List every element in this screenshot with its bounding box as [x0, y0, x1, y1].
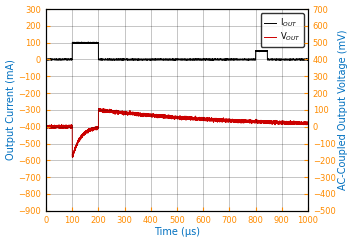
I$_{OUT}$: [223, 59, 227, 61]
I$_{OUT}$: [178, 58, 182, 61]
I$_{OUT}$: [58, 58, 62, 61]
I$_{OUT}$: [203, 58, 207, 61]
V$_{OUT}$: [44, 124, 48, 127]
I$_{OUT}$: [44, 58, 48, 61]
V$_{OUT}$: [83, 132, 87, 135]
V$_{OUT}$: [182, 116, 186, 119]
V$_{OUT}$: [203, 117, 207, 120]
V$_{OUT}$: [306, 122, 310, 124]
Y-axis label: Output Current (mA): Output Current (mA): [6, 60, 16, 160]
Legend: I$_{OUT}$, V$_{OUT}$: I$_{OUT}$, V$_{OUT}$: [261, 13, 304, 47]
V$_{OUT}$: [70, 156, 75, 159]
X-axis label: Time (μs): Time (μs): [154, 227, 200, 237]
I$_{OUT}$: [306, 58, 310, 61]
V$_{OUT}$: [97, 107, 101, 110]
Line: I$_{OUT}$: I$_{OUT}$: [46, 42, 308, 60]
I$_{OUT}$: [112, 58, 116, 61]
Y-axis label: AC-Coupled Output Voltage (mV): AC-Coupled Output Voltage (mV): [338, 30, 348, 190]
I$_{OUT}$: [182, 58, 186, 61]
V$_{OUT}$: [112, 110, 116, 113]
I$_{OUT}$: [79, 41, 84, 43]
I$_{OUT}$: [83, 41, 87, 44]
V$_{OUT}$: [58, 125, 62, 128]
V$_{OUT}$: [178, 116, 182, 119]
Line: V$_{OUT}$: V$_{OUT}$: [46, 109, 308, 157]
